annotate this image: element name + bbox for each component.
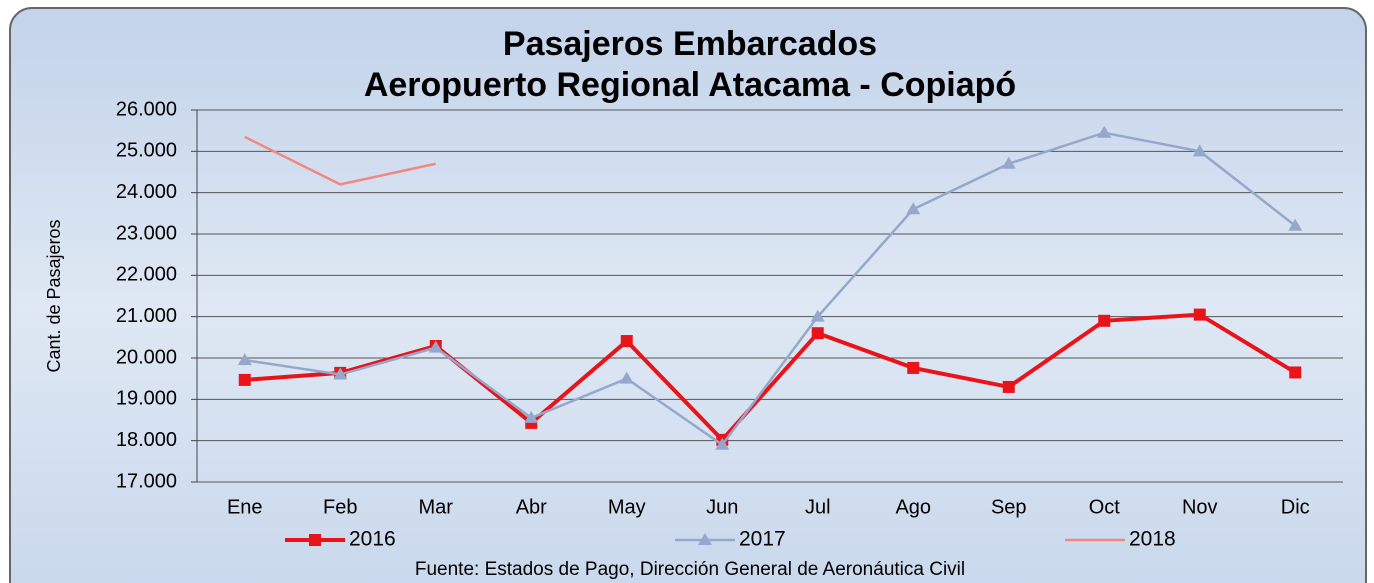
legend-label: 2018 — [1129, 528, 1176, 551]
x-tick-label: Oct — [1089, 496, 1121, 518]
legend-label: 2016 — [349, 528, 396, 551]
x-tick-label: Dic — [1281, 496, 1310, 518]
x-tick-label: Nov — [1182, 496, 1218, 518]
x-tick-label: Abr — [516, 496, 547, 518]
chart-title: Pasajeros Embarcados — [503, 25, 877, 63]
y-tick-label: 26.000 — [116, 98, 177, 120]
data-point — [239, 374, 251, 386]
y-tick-label: 22.000 — [116, 264, 177, 286]
legend-marker — [309, 534, 321, 546]
y-tick-label: 21.000 — [116, 305, 177, 327]
data-point — [812, 327, 824, 339]
data-point — [621, 335, 633, 347]
source-note: Fuente: Estados de Pago, Dirección Gener… — [415, 559, 965, 580]
y-tick-label: 19.000 — [116, 388, 177, 410]
y-axis-label: Cant. de Pasajeros — [44, 219, 64, 372]
page: {"chart_data": {"type": "line", "title":… — [0, 0, 1374, 583]
data-point — [1098, 315, 1110, 327]
data-point — [907, 362, 919, 374]
y-tick-label: 25.000 — [116, 140, 177, 162]
y-tick-label: 18.000 — [116, 429, 177, 451]
y-tick-label: 24.000 — [116, 181, 177, 203]
x-tick-label: Sep — [991, 496, 1027, 518]
data-point — [1003, 381, 1015, 393]
legend-label: 2017 — [739, 528, 786, 551]
chart-title: Aeropuerto Regional Atacama - Copiapó — [364, 66, 1016, 104]
x-tick-label: Jun — [706, 496, 738, 518]
x-tick-label: Ago — [895, 496, 931, 518]
chart: Pasajeros Embarcados Aeropuerto Regional… — [0, 0, 1374, 583]
data-point — [1289, 366, 1301, 378]
x-tick-label: Feb — [323, 496, 357, 518]
x-tick-label: Ene — [227, 496, 263, 518]
y-tick-label: 17.000 — [116, 470, 177, 492]
y-tick-label: 23.000 — [116, 222, 177, 244]
x-tick-label: Mar — [419, 496, 454, 518]
data-point — [1194, 309, 1206, 321]
x-tick-label: Jul — [805, 496, 831, 518]
y-tick-label: 20.000 — [116, 346, 177, 368]
x-tick-label: May — [608, 496, 646, 518]
